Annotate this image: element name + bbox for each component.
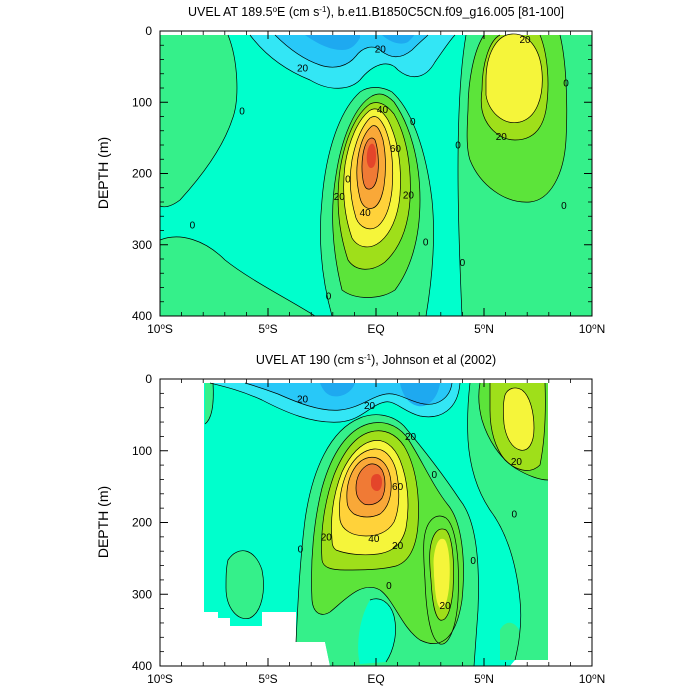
- top-y-tick-label: 200: [132, 167, 152, 181]
- top-contour-lines: [160, 33, 568, 316]
- bottom-x-tick-label: 10oS: [147, 672, 173, 687]
- top-y-tick-label: 400: [132, 309, 152, 323]
- bottom-y-axis-title: DEPTH (m): [95, 486, 111, 558]
- contour-label: 0: [410, 117, 416, 128]
- contour-label: 20: [297, 395, 309, 406]
- bottom-neg30b-region: [400, 383, 440, 407]
- top-x-tick-label: 5oN: [474, 322, 494, 337]
- top-deep-pos-region: [160, 236, 315, 316]
- top-y-tick-label: 300: [132, 238, 152, 252]
- contour-label: 0: [563, 79, 569, 90]
- bottom-contour-lines: [204, 382, 549, 666]
- contour-label: 20: [519, 35, 531, 46]
- bottom-x-tick-label: 5oS: [258, 672, 277, 687]
- contour-label: 20: [440, 601, 452, 612]
- bottom-sw-pos-blob: [226, 550, 264, 619]
- contour-label: 0: [345, 175, 351, 186]
- contour-label: 20: [375, 44, 387, 55]
- bottom-x-tick-label: 10oN: [579, 672, 605, 687]
- bottom-x-tick-label: EQ: [367, 672, 384, 686]
- contour-label: 20: [297, 64, 309, 75]
- top-y-tick-label: 0: [145, 24, 152, 38]
- bottom-contour-labels: 20 20 20 0 20 0 60 40 20 20 0 0 0 20: [297, 395, 523, 613]
- top-euc-pos70: [366, 143, 376, 168]
- bottom-y-tick-label: 0: [145, 372, 152, 386]
- contour-label: 0: [470, 556, 476, 567]
- bottom-deep-east-blob: [500, 622, 523, 660]
- bottom-neg30-region: [320, 383, 355, 397]
- bottom-necc-pos30: [503, 387, 534, 451]
- contour-label: 40: [377, 105, 389, 116]
- contour-label: 0: [239, 106, 245, 117]
- top-sw-pos-region: [160, 35, 237, 207]
- contour-label: 20: [321, 532, 333, 543]
- bottom-neg20-region: [245, 383, 452, 411]
- bottom-deep-zero-patch: [358, 598, 396, 664]
- top-y-tick-label: 100: [132, 95, 152, 109]
- bottom-y-tick-label: 100: [132, 444, 152, 458]
- top-x-tick-label: 5oS: [258, 322, 277, 337]
- contour-label: 60: [390, 144, 402, 155]
- contour-label: 40: [360, 208, 372, 219]
- contour-label: 0: [423, 237, 429, 248]
- contour-label: 0: [386, 581, 392, 592]
- contour-label: 20: [334, 192, 346, 203]
- bottom-contour-field: 20 20 20 0 20 0 60 40 20 20 0 0 0 20: [204, 382, 549, 666]
- bottom-jet-pos30: [433, 538, 450, 609]
- top-contour-field: 20 20 0 0 0 20 40 60 40 20 0 0 0 0 0 20 20 0 0: [160, 31, 592, 316]
- top-x-tick-label: 10oS: [147, 322, 173, 337]
- contour-label: 0: [432, 470, 438, 481]
- contour-label: 0: [326, 292, 332, 303]
- contour-label: 20: [405, 432, 417, 443]
- contour-label: 20: [364, 401, 376, 412]
- bottom-y-tick-label: 200: [132, 516, 152, 530]
- bottom-title: UVEL AT 190 (cm s-1), Johnson et al (200…: [256, 353, 496, 368]
- top-neg30-region: [305, 35, 360, 50]
- top-y-axis-title: DEPTH (m): [95, 137, 111, 209]
- contour-label: 0: [561, 201, 567, 212]
- contour-label: 0: [460, 258, 466, 269]
- bottom-y-tick-label: 400: [132, 659, 152, 673]
- top-x-tick-label: 10oN: [579, 322, 605, 337]
- contour-label: 0: [511, 509, 517, 520]
- contour-label: 0: [298, 545, 304, 556]
- top-x-tick-label: EQ: [367, 322, 384, 336]
- bottom-west-pos-strip: [205, 383, 214, 424]
- contour-label: 40: [368, 534, 380, 545]
- top-necc-pos30: [486, 33, 543, 123]
- top-title: UVEL AT 189.5oE (cm s-1), b.e11.B1850C5C…: [188, 5, 564, 20]
- contour-label: 20: [403, 190, 415, 201]
- contour-label: 20: [496, 132, 508, 143]
- top-panel: UVEL AT 189.5oE (cm s-1), b.e11.B1850C5C…: [95, 5, 605, 337]
- contour-label: 20: [511, 457, 523, 468]
- contour-label: 60: [392, 482, 404, 493]
- top-neg30b-region: [382, 35, 414, 44]
- top-neg20-region: [275, 35, 428, 68]
- bottom-y-tick-label: 300: [132, 587, 152, 601]
- bottom-euc-pos70: [371, 474, 382, 491]
- contour-label: 20: [392, 541, 404, 552]
- top-contour-labels: 20 20 0 0 0 20 40 60 40 20 0 0 0 0 0 20 20 0 0: [190, 35, 570, 303]
- contour-label: 0: [455, 141, 461, 152]
- bottom-panel: UVEL AT 190 (cm s-1), Johnson et al (200…: [95, 353, 605, 687]
- bottom-x-tick-label: 5oN: [474, 672, 494, 687]
- contour-label: 0: [190, 220, 196, 231]
